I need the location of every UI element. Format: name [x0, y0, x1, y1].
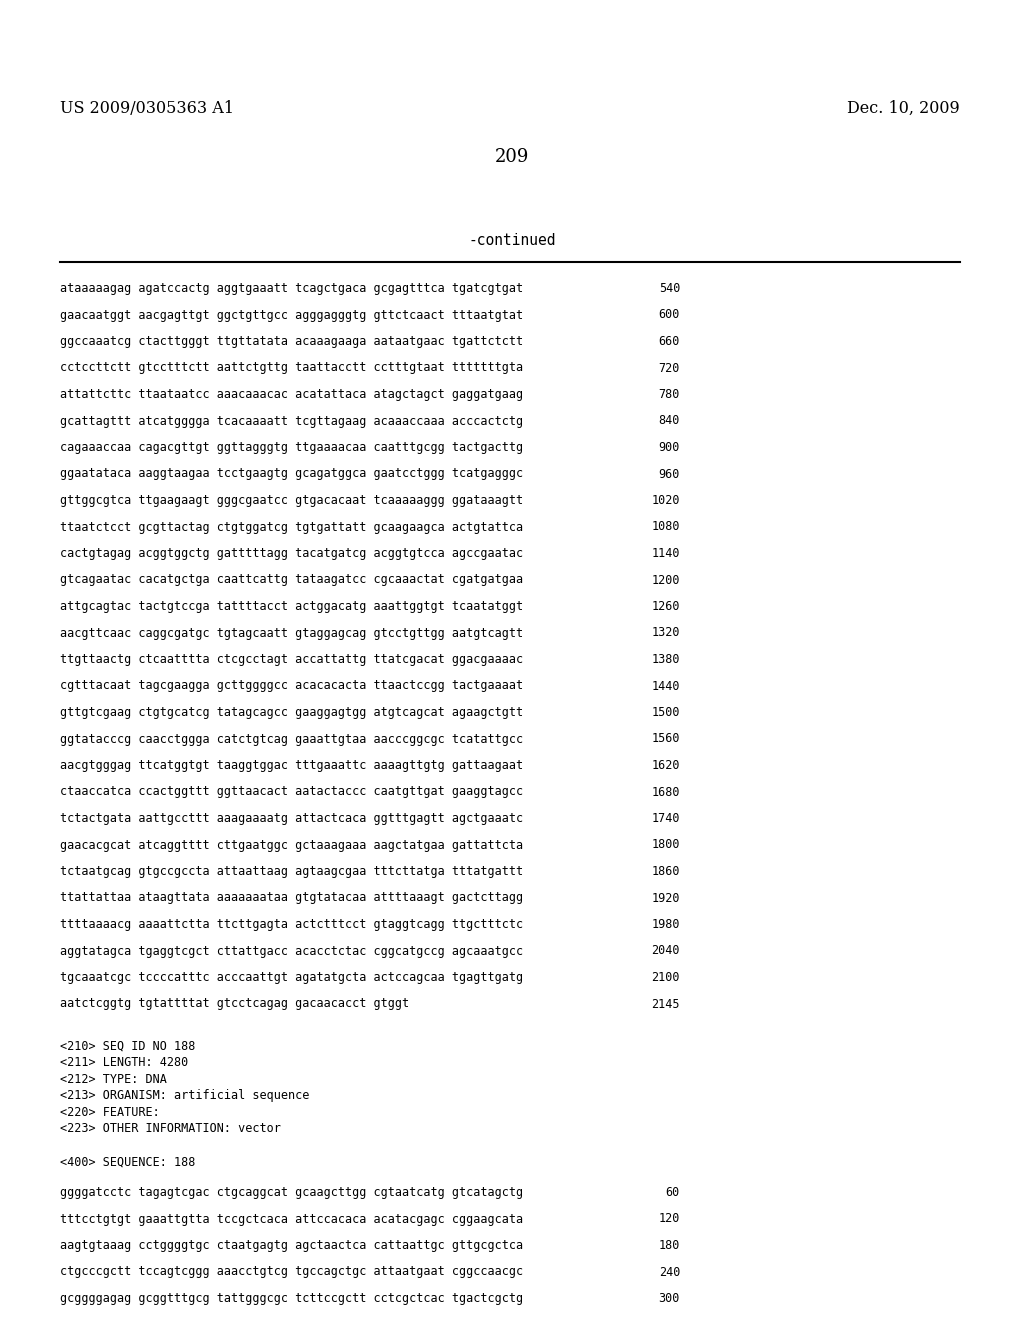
Text: gaacacgcat atcaggtttt cttgaatggc gctaaagaaa aagctatgaa gattattcta: gaacacgcat atcaggtttt cttgaatggc gctaaag…: [60, 838, 523, 851]
Text: cactgtagag acggtggctg gatttttagg tacatgatcg acggtgtcca agccgaatac: cactgtagag acggtggctg gatttttagg tacatga…: [60, 546, 523, 560]
Text: 900: 900: [658, 441, 680, 454]
Text: 1560: 1560: [651, 733, 680, 746]
Text: ttttaaaacg aaaattctta ttcttgagta actctttcct gtaggtcagg ttgctttctc: ttttaaaacg aaaattctta ttcttgagta actcttt…: [60, 917, 523, 931]
Text: tctaatgcag gtgccgccta attaattaag agtaagcgaa tttcttatga tttatgattt: tctaatgcag gtgccgccta attaattaag agtaagc…: [60, 865, 523, 878]
Text: 209: 209: [495, 148, 529, 166]
Text: 1080: 1080: [651, 520, 680, 533]
Text: 960: 960: [658, 467, 680, 480]
Text: 60: 60: [666, 1185, 680, 1199]
Text: aacgttcaac caggcgatgc tgtagcaatt gtaggagcag gtcctgttgg aatgtcagtt: aacgttcaac caggcgatgc tgtagcaatt gtaggag…: [60, 627, 523, 639]
Text: 180: 180: [658, 1239, 680, 1251]
Text: ttgttaactg ctcaatttta ctcgcctagt accattattg ttatcgacat ggacgaaaac: ttgttaactg ctcaatttta ctcgcctagt accatta…: [60, 653, 523, 667]
Text: ataaaaagag agatccactg aggtgaaatt tcagctgaca gcgagtttca tgatcgtgat: ataaaaagag agatccactg aggtgaaatt tcagctg…: [60, 282, 523, 294]
Text: 1320: 1320: [651, 627, 680, 639]
Text: aggtatagca tgaggtcgct cttattgacc acacctctac cggcatgccg agcaaatgcc: aggtatagca tgaggtcgct cttattgacc acacctc…: [60, 945, 523, 957]
Text: US 2009/0305363 A1: US 2009/0305363 A1: [60, 100, 234, 117]
Text: <213> ORGANISM: artificial sequence: <213> ORGANISM: artificial sequence: [60, 1089, 309, 1102]
Text: ggggatcctc tagagtcgac ctgcaggcat gcaagcttgg cgtaatcatg gtcatagctg: ggggatcctc tagagtcgac ctgcaggcat gcaagct…: [60, 1185, 523, 1199]
Text: 1860: 1860: [651, 865, 680, 878]
Text: ctaaccatca ccactggttt ggttaacact aatactaccc caatgttgat gaaggtagcc: ctaaccatca ccactggttt ggttaacact aatacta…: [60, 785, 523, 799]
Text: cgtttacaat tagcgaagga gcttggggcc acacacacta ttaactccgg tactgaaaat: cgtttacaat tagcgaagga gcttggggcc acacaca…: [60, 680, 523, 693]
Text: 1800: 1800: [651, 838, 680, 851]
Text: Dec. 10, 2009: Dec. 10, 2009: [847, 100, 961, 117]
Text: 1980: 1980: [651, 917, 680, 931]
Text: <212> TYPE: DNA: <212> TYPE: DNA: [60, 1073, 167, 1086]
Text: 1380: 1380: [651, 653, 680, 667]
Text: <223> OTHER INFORMATION: vector: <223> OTHER INFORMATION: vector: [60, 1122, 281, 1135]
Text: aatctcggtg tgtattttat gtcctcagag gacaacacct gtggt: aatctcggtg tgtattttat gtcctcagag gacaaca…: [60, 998, 410, 1011]
Text: <211> LENGTH: 4280: <211> LENGTH: 4280: [60, 1056, 188, 1069]
Text: 540: 540: [658, 282, 680, 294]
Text: 2040: 2040: [651, 945, 680, 957]
Text: 720: 720: [658, 362, 680, 375]
Text: 840: 840: [658, 414, 680, 428]
Text: gttggcgtca ttgaagaagt gggcgaatcc gtgacacaat tcaaaaaggg ggataaagtt: gttggcgtca ttgaagaagt gggcgaatcc gtgacac…: [60, 494, 523, 507]
Text: 1200: 1200: [651, 573, 680, 586]
Text: 1620: 1620: [651, 759, 680, 772]
Text: 1740: 1740: [651, 812, 680, 825]
Text: ctgcccgctt tccagtcggg aaacctgtcg tgccagctgc attaatgaat cggccaacgc: ctgcccgctt tccagtcggg aaacctgtcg tgccagc…: [60, 1266, 523, 1279]
Text: aagtgtaaag cctggggtgc ctaatgagtg agctaactca cattaattgc gttgcgctca: aagtgtaaag cctggggtgc ctaatgagtg agctaac…: [60, 1239, 523, 1251]
Text: ttattattaa ataagttata aaaaaaataa gtgtatacaa attttaaagt gactcttagg: ttattattaa ataagttata aaaaaaataa gtgtata…: [60, 891, 523, 904]
Text: 1680: 1680: [651, 785, 680, 799]
Text: 660: 660: [658, 335, 680, 348]
Text: gcggggagag gcggtttgcg tattgggcgc tcttccgctt cctcgctcac tgactcgctg: gcggggagag gcggtttgcg tattgggcgc tcttccg…: [60, 1292, 523, 1305]
Text: gaacaatggt aacgagttgt ggctgttgcc agggagggtg gttctcaact tttaatgtat: gaacaatggt aacgagttgt ggctgttgcc agggagg…: [60, 309, 523, 322]
Text: <400> SEQUENCE: 188: <400> SEQUENCE: 188: [60, 1155, 196, 1168]
Text: 1440: 1440: [651, 680, 680, 693]
Text: cctccttctt gtcctttctt aattctgttg taattacctt cctttgtaat tttttttgta: cctccttctt gtcctttctt aattctgttg taattac…: [60, 362, 523, 375]
Text: ggaatataca aaggtaagaa tcctgaagtg gcagatggca gaatcctggg tcatgagggc: ggaatataca aaggtaagaa tcctgaagtg gcagatg…: [60, 467, 523, 480]
Text: cagaaaccaa cagacgttgt ggttagggtg ttgaaaacaa caatttgcgg tactgacttg: cagaaaccaa cagacgttgt ggttagggtg ttgaaaa…: [60, 441, 523, 454]
Text: 1260: 1260: [651, 601, 680, 612]
Text: ttaatctcct gcgttactag ctgtggatcg tgtgattatt gcaagaagca actgtattca: ttaatctcct gcgttactag ctgtggatcg tgtgatt…: [60, 520, 523, 533]
Text: 2145: 2145: [651, 998, 680, 1011]
Text: 120: 120: [658, 1213, 680, 1225]
Text: 1500: 1500: [651, 706, 680, 719]
Text: <220> FEATURE:: <220> FEATURE:: [60, 1106, 160, 1119]
Text: 780: 780: [658, 388, 680, 401]
Text: ggtatacccg caacctggga catctgtcag gaaattgtaa aacccggcgc tcatattgcc: ggtatacccg caacctggga catctgtcag gaaattg…: [60, 733, 523, 746]
Text: gcattagttt atcatgggga tcacaaaatt tcgttagaag acaaaccaaa acccactctg: gcattagttt atcatgggga tcacaaaatt tcgttag…: [60, 414, 523, 428]
Text: 300: 300: [658, 1292, 680, 1305]
Text: 600: 600: [658, 309, 680, 322]
Text: <210> SEQ ID NO 188: <210> SEQ ID NO 188: [60, 1040, 196, 1053]
Text: attgcagtac tactgtccga tattttacct actggacatg aaattggtgt tcaatatggt: attgcagtac tactgtccga tattttacct actggac…: [60, 601, 523, 612]
Text: tttcctgtgt gaaattgtta tccgctcaca attccacaca acatacgagc cggaagcata: tttcctgtgt gaaattgtta tccgctcaca attccac…: [60, 1213, 523, 1225]
Text: -continued: -continued: [468, 234, 556, 248]
Text: tgcaaatcgc tccccatttc acccaattgt agatatgcta actccagcaa tgagttgatg: tgcaaatcgc tccccatttc acccaattgt agatatg…: [60, 972, 523, 983]
Text: gtcagaatac cacatgctga caattcattg tataagatcc cgcaaactat cgatgatgaa: gtcagaatac cacatgctga caattcattg tataaga…: [60, 573, 523, 586]
Text: 2100: 2100: [651, 972, 680, 983]
Text: tctactgata aattgccttt aaagaaaatg attactcaca ggtttgagtt agctgaaatc: tctactgata aattgccttt aaagaaaatg attactc…: [60, 812, 523, 825]
Text: aacgtgggag ttcatggtgt taaggtggac tttgaaattc aaaagttgtg gattaagaat: aacgtgggag ttcatggtgt taaggtggac tttgaaa…: [60, 759, 523, 772]
Text: attattcttc ttaataatcc aaacaaacac acatattaca atagctagct gaggatgaag: attattcttc ttaataatcc aaacaaacac acatatt…: [60, 388, 523, 401]
Text: ggccaaatcg ctacttgggt ttgttatata acaaagaaga aataatgaac tgattctctt: ggccaaatcg ctacttgggt ttgttatata acaaaga…: [60, 335, 523, 348]
Text: 1020: 1020: [651, 494, 680, 507]
Text: 1140: 1140: [651, 546, 680, 560]
Text: 240: 240: [658, 1266, 680, 1279]
Text: gttgtcgaag ctgtgcatcg tatagcagcc gaaggagtgg atgtcagcat agaagctgtt: gttgtcgaag ctgtgcatcg tatagcagcc gaaggag…: [60, 706, 523, 719]
Text: 1920: 1920: [651, 891, 680, 904]
